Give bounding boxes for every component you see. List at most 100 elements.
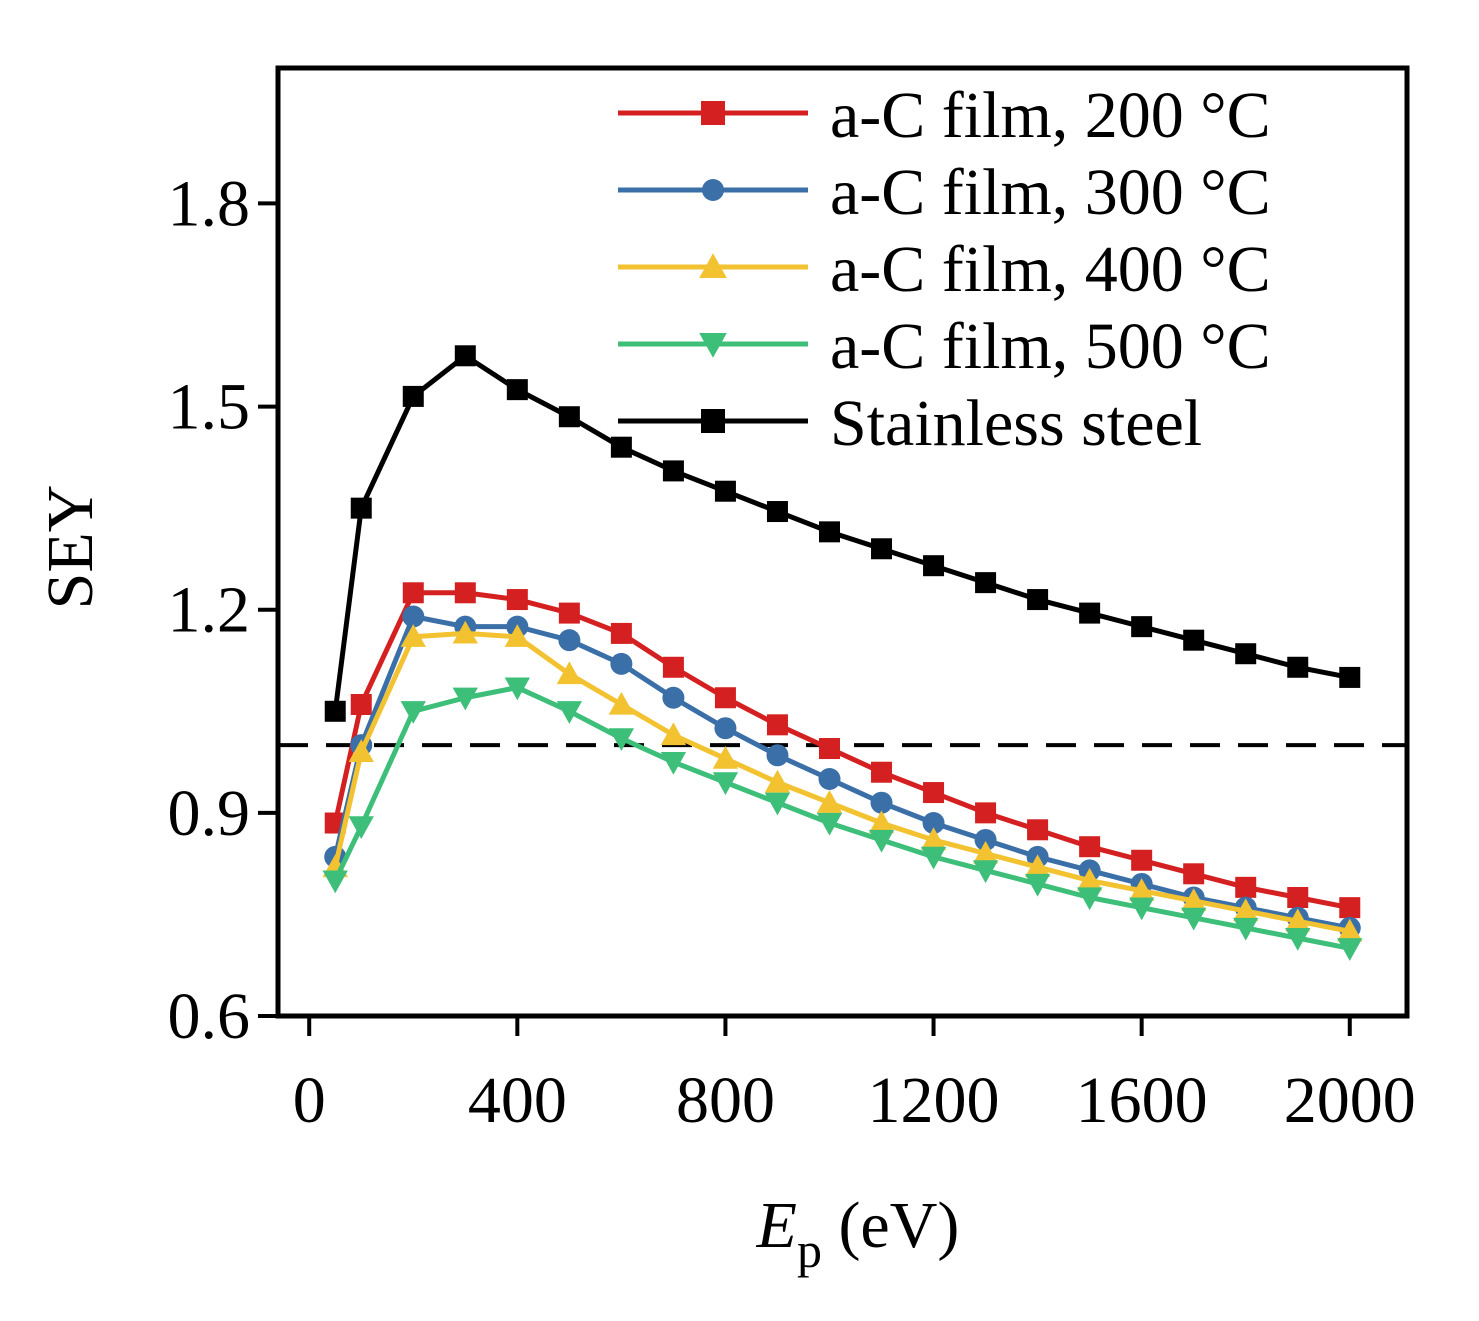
data-point: [348, 816, 374, 840]
data-point: [348, 739, 374, 763]
data-point: [1183, 863, 1205, 885]
data-point: [818, 768, 841, 790]
plot-area: [278, 345, 1407, 961]
legend-label: a-C film, 500 °C: [830, 310, 1271, 383]
data-point: [660, 751, 687, 775]
legend-entry-1: a-C film, 200 °C: [618, 79, 1271, 152]
data-point: [766, 501, 788, 523]
x-axis-title: Ep (eV): [756, 1189, 960, 1278]
data-point: [871, 761, 893, 783]
legend-marker: [699, 332, 727, 358]
data-point: [1183, 629, 1205, 651]
data-point: [662, 656, 684, 678]
series-4: [322, 677, 1363, 961]
data-point: [660, 722, 687, 746]
series-1: [324, 582, 1361, 919]
x-tick-label: 400: [468, 1064, 567, 1137]
data-point: [402, 385, 424, 407]
y-tick-label: 1.8: [168, 167, 251, 240]
legend-entry-2: a-C film, 300 °C: [618, 156, 1271, 229]
data-point: [324, 700, 346, 722]
data-point: [1076, 887, 1103, 911]
data-point: [1181, 888, 1207, 912]
data-point: [766, 744, 789, 767]
data-point: [1339, 897, 1361, 919]
legend-entry-3: a-C film, 400 °C: [618, 233, 1271, 306]
data-point: [558, 602, 580, 624]
legend-label: a-C film, 400 °C: [830, 233, 1271, 306]
y-tick-label: 1.5: [168, 371, 251, 444]
x-tick-label: 1600: [1076, 1064, 1208, 1137]
data-point: [1285, 928, 1311, 951]
axes: 0.6 0.9 1.2 1.5 1.8 0 400 800 1200 1600 2000: [168, 167, 1416, 1137]
x-axis-title-unit: (eV): [822, 1189, 959, 1262]
y-tick-label: 0.6: [168, 980, 251, 1053]
series-2: [324, 605, 1361, 939]
data-point: [1285, 908, 1311, 932]
legend-marker: [699, 253, 727, 279]
data-point: [452, 620, 478, 644]
data-point: [350, 497, 372, 519]
data-point: [504, 624, 530, 647]
data-point: [1027, 589, 1049, 611]
data-point: [350, 694, 372, 716]
y-tick-label: 0.9: [168, 777, 251, 850]
data-point: [972, 860, 999, 884]
data-point: [402, 582, 424, 604]
data-point: [454, 345, 476, 367]
series-3: [322, 620, 1363, 942]
x-tick-label: 0: [293, 1064, 326, 1137]
y-axis-title: SEY: [34, 485, 107, 610]
data-point: [816, 790, 843, 813]
data-point: [714, 717, 737, 740]
legend-entry-4: a-C film, 500 °C: [618, 310, 1271, 383]
legend: a-C film, 200 °Ca-C film, 300 °Ca-C film…: [618, 79, 1271, 460]
data-point: [975, 802, 997, 824]
data-point: [1235, 643, 1257, 665]
data-point: [1027, 819, 1049, 841]
data-point: [1079, 602, 1101, 624]
data-point: [504, 677, 530, 701]
data-point: [556, 661, 583, 685]
data-point: [608, 728, 635, 752]
data-point: [610, 652, 633, 675]
data-point: [764, 792, 791, 816]
data-point: [975, 572, 997, 594]
x-tick-label: 2000: [1284, 1064, 1416, 1137]
data-point: [922, 812, 945, 835]
data-point: [506, 379, 528, 401]
series-5: [324, 345, 1361, 722]
data-point: [920, 827, 947, 851]
data-point: [1079, 836, 1101, 858]
legend-marker: [701, 101, 725, 125]
data-point: [1233, 917, 1259, 941]
legend-entry-5: Stainless steel: [618, 387, 1202, 460]
data-point: [558, 629, 581, 652]
x-tick-label: 1200: [868, 1064, 1000, 1137]
legend-label: a-C film, 200 °C: [830, 79, 1271, 152]
data-point: [1339, 666, 1361, 688]
x-axis-title-symbol: E: [756, 1189, 797, 1262]
data-point: [558, 406, 580, 428]
data-point: [923, 555, 945, 577]
data-point: [923, 782, 945, 804]
y-tick-label: 1.2: [168, 574, 251, 647]
plot-frame: [275, 65, 1410, 1019]
data-point: [871, 538, 893, 560]
data-point: [1024, 854, 1051, 878]
data-point: [1233, 898, 1259, 922]
legend-marker: [702, 179, 724, 201]
data-point: [1337, 938, 1363, 961]
data-point: [816, 812, 843, 836]
data-point: [1131, 616, 1153, 638]
data-point: [714, 687, 736, 709]
data-point: [1287, 887, 1309, 908]
x-tick-label: 800: [676, 1064, 775, 1137]
data-point: [610, 436, 632, 458]
data-point: [1337, 918, 1363, 942]
data-point: [608, 691, 635, 715]
legend-label: Stainless steel: [830, 387, 1202, 460]
data-point: [1235, 876, 1257, 898]
data-point: [1129, 878, 1155, 901]
data-point: [452, 687, 478, 711]
